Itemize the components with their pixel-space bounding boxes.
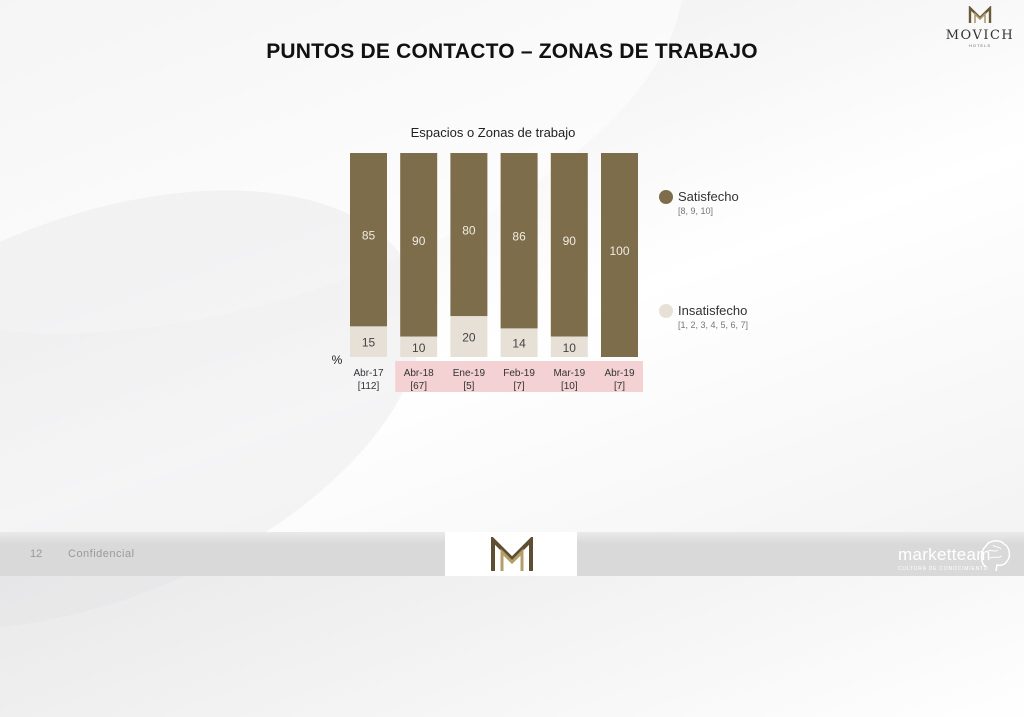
data-label-satisfied: 90: [563, 234, 577, 248]
category-label: Abr-18: [404, 368, 434, 379]
chart-title: Espacios o Zonas de trabajo: [411, 125, 576, 140]
bar-satisfied: [400, 153, 438, 337]
data-label-satisfied: 85: [362, 229, 376, 243]
stacked-bar-chart: Espacios o Zonas de trabajo 15 85 Abr-17 [11…: [332, 125, 748, 392]
confidential-label: Confidencial: [68, 548, 135, 560]
data-label-unsatisfied: 14: [512, 337, 526, 351]
category-label: Abr-19: [604, 368, 634, 379]
data-label-unsatisfied: 15: [362, 336, 376, 350]
logo-subtext: HOTELS: [968, 43, 991, 48]
page-number: 12: [30, 548, 43, 560]
marketteam-logo: marketteam: [898, 545, 991, 564]
data-label-satisfied: 90: [412, 234, 426, 248]
category-base: [7]: [614, 381, 625, 392]
bar-unsatisfied: [550, 336, 588, 357]
brain-icon: [980, 540, 1011, 572]
data-label-satisfied: 86: [512, 230, 526, 244]
data-label-satisfied: 100: [609, 244, 629, 258]
footer-logo-tab: [445, 532, 577, 576]
bar-satisfied: [500, 153, 538, 329]
category-base: [112]: [358, 381, 380, 392]
data-label-satisfied: 80: [462, 224, 476, 238]
data-label-unsatisfied: 10: [412, 341, 426, 355]
bar-unsatisfied: [500, 328, 538, 357]
category-label: Mar-19: [553, 368, 585, 379]
legend-swatch-unsatisfied: [659, 304, 673, 318]
category-base: [7]: [514, 381, 525, 392]
category-label: Ene-19: [453, 368, 486, 379]
category-base: [5]: [463, 381, 474, 392]
movich-footer-mark-icon: [491, 537, 533, 571]
page-title: PUNTOS DE CONTACTO – ZONAS DE TRABAJO: [266, 40, 758, 63]
data-label-unsatisfied: 10: [563, 341, 577, 355]
legend-range-unsatisfied: [1, 2, 3, 4, 5, 6, 7]: [678, 320, 748, 330]
bar-satisfied: [550, 153, 588, 337]
legend-swatch-satisfied: [659, 190, 673, 204]
movich-logo: MOVICH HOTELS: [940, 5, 1020, 48]
bar-satisfied: [601, 153, 638, 357]
bar-satisfied: [350, 153, 387, 327]
category-label: Feb-19: [503, 368, 535, 379]
bar-unsatisfied: [450, 316, 488, 357]
legend-label-unsatisfied: Insatisfecho: [678, 303, 747, 318]
bar-unsatisfied: [400, 336, 438, 357]
marketteam-tagline: CULTURA DE CONOCIMIENTO: [898, 566, 989, 572]
legend-label-satisfied: Satisfecho: [678, 189, 739, 204]
category-label: Abr-17: [353, 368, 383, 379]
category-base: [67]: [410, 381, 427, 392]
data-label-unsatisfied: 20: [462, 331, 476, 345]
movich-logo-mark: [968, 5, 992, 23]
bar-satisfied: [450, 153, 488, 317]
legend-range-satisfied: [8, 9, 10]: [678, 206, 713, 216]
category-highlight-band: [395, 361, 643, 392]
unit-label: %: [332, 353, 343, 367]
category-base: [10]: [561, 381, 578, 392]
logo-text: MOVICH: [945, 28, 1015, 43]
bar-unsatisfied: [350, 326, 387, 357]
